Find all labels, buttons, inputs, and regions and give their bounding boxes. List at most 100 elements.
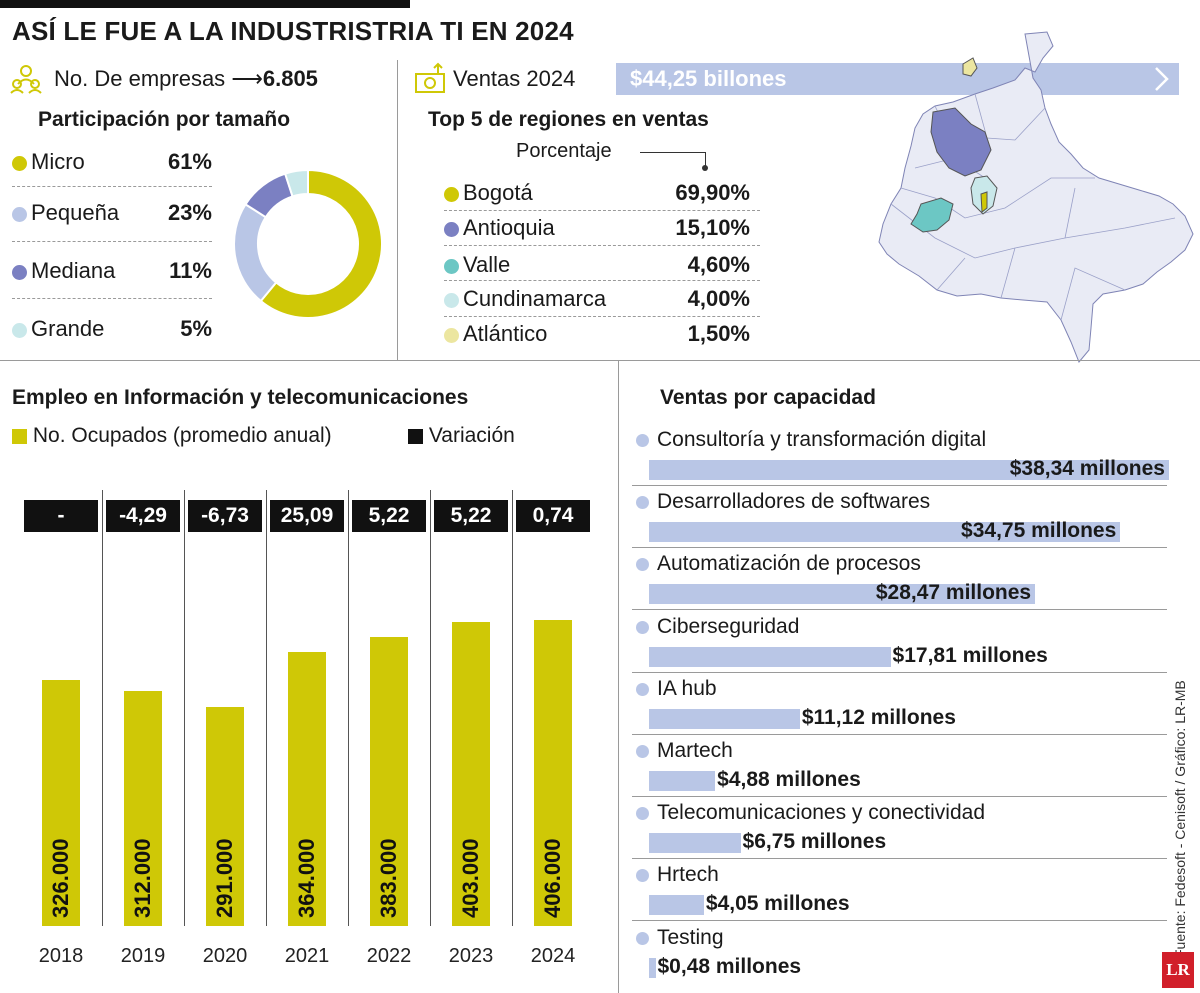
row-divider — [632, 858, 1167, 860]
region-item: Antioquia — [444, 215, 555, 241]
country-outline — [878, 31, 1194, 363]
dashed-rule — [12, 241, 212, 242]
capacity-label: Desarrolladores de softwares — [657, 490, 931, 514]
capacity-bar — [649, 584, 1036, 605]
donut-slice-micro — [259, 168, 383, 319]
bar-value-label: 403.000 — [458, 838, 483, 918]
column-divider — [184, 490, 185, 926]
bar-value-label: 364.000 — [294, 838, 319, 918]
dot-icon — [444, 186, 459, 202]
capacity-value: $4,05 millones — [705, 892, 850, 916]
dot-icon — [636, 558, 649, 572]
capacity-bar — [649, 460, 1169, 480]
pointer-line — [640, 152, 706, 153]
legend-ocupados-label: No. Ocupados (promedio anual) — [32, 424, 332, 447]
row-divider — [632, 547, 1167, 549]
row-divider — [632, 485, 1167, 486]
region-item: Atlántico — [444, 321, 547, 347]
money-icon — [414, 62, 448, 94]
ventas-value: $44,25 billones — [630, 66, 787, 91]
region-pct: 4,60% — [687, 252, 750, 277]
legend-label: Grande — [31, 316, 105, 341]
region-item: Cundinamarca — [444, 286, 606, 312]
bar-2022 — [370, 637, 408, 926]
donut-chart — [233, 168, 383, 319]
dashed-rule — [444, 316, 760, 317]
dot-icon — [12, 206, 27, 222]
bar-2023 — [452, 622, 490, 926]
dashed-rule — [12, 298, 212, 299]
bar-value-label: 312.000 — [130, 838, 155, 918]
empresas-value: 6.805 — [262, 66, 318, 91]
dot-icon — [444, 221, 459, 237]
region-pct: 4,00% — [687, 286, 750, 311]
capacity-bar — [649, 708, 800, 729]
dot-icon — [12, 264, 27, 280]
capacity-value: $34,75 millones — [961, 519, 1117, 543]
row-divider — [632, 671, 1167, 673]
column-divider — [102, 490, 103, 926]
pointer-line — [705, 152, 706, 167]
region-atlantico — [962, 57, 978, 77]
top-rule — [0, 0, 410, 8]
chevron-right-icon — [1155, 67, 1169, 91]
legend-pct: 5% — [180, 316, 212, 341]
legend-pct: 61% — [167, 149, 212, 174]
dot-icon — [636, 869, 649, 883]
year-tick-label: 2024 — [530, 945, 576, 967]
regiones-subtitle: Porcentaje — [516, 140, 612, 162]
capacity-value: $38,34 millones — [1009, 457, 1165, 480]
capacity-bar — [649, 895, 704, 916]
region-pct: 1,50% — [687, 321, 750, 346]
dot-icon — [444, 327, 459, 343]
region-valle — [910, 197, 954, 233]
dashed-rule — [12, 186, 212, 187]
empleo-title: Empleo en Información y telecomunicacion… — [12, 386, 469, 409]
lr-logo: LR — [1162, 952, 1194, 988]
region-item: Valle — [444, 252, 510, 278]
legend-item: Grande — [12, 316, 104, 342]
legend-pct: 11% — [169, 258, 212, 283]
bar-2021 — [288, 651, 326, 926]
column-divider — [430, 490, 431, 926]
year-tick-label: 2019 — [120, 945, 166, 967]
column-divider — [348, 490, 349, 926]
year-tick-label: 2020 — [202, 945, 248, 967]
variation-label: -6,73 — [188, 500, 262, 532]
capacity-item: Telecomunicaciones y conectividad — [636, 801, 985, 825]
capacidad-list: Consultoría y transformación digital $38,… — [632, 428, 1176, 988]
capacity-value: $4,88 millones — [717, 768, 861, 791]
capacity-bar — [649, 522, 1121, 543]
dot-icon — [636, 807, 649, 821]
donut-slice-grande — [283, 168, 309, 198]
capacity-label: Consultoría y transformación digital — [657, 428, 987, 451]
capacity-label: Hrtech — [657, 863, 719, 887]
capacity-item: Consultoría y transformación digital — [636, 428, 986, 452]
empleo-bar-chart: - 326.000 2018 -4,29 312.000 2019 -6,73 291.000… — [20, 490, 600, 990]
capacity-value: $28,47 millones — [875, 581, 1032, 605]
dot-icon — [12, 155, 27, 171]
bar-value-label: 326.000 — [48, 838, 73, 918]
dot-icon — [636, 931, 649, 945]
divider — [397, 60, 398, 360]
capacity-item: Automatización de procesos — [636, 552, 921, 576]
legend-swatch — [408, 428, 423, 444]
capacity-label: Ciberseguridad — [657, 614, 800, 638]
legend-item: Pequeña — [12, 200, 119, 226]
region-pct: 15,10% — [675, 215, 750, 240]
arrow-right-icon: ⟶ — [231, 66, 263, 91]
variation-label: 25,09 — [270, 500, 344, 532]
region-bogota — [980, 191, 988, 213]
year-tick-label: 2018 — [38, 945, 84, 967]
ventas-label: Ventas 2024 — [453, 66, 576, 91]
capacity-item: Hrtech — [636, 863, 719, 887]
region-pct: 69,90% — [675, 180, 750, 205]
regiones-list: Bogotá 69,90% Antioquia 15,10% Valle 4,6… — [444, 176, 760, 356]
region-label: Valle — [463, 252, 511, 277]
capacity-bar — [649, 771, 716, 791]
dot-icon — [636, 433, 649, 447]
donut-slice-pequeña — [233, 202, 278, 303]
legend-ocupados: No. Ocupados (promedio anual) — [12, 424, 332, 448]
empresas-label: No. De empresas — [54, 66, 226, 91]
capacity-bar — [649, 646, 891, 667]
